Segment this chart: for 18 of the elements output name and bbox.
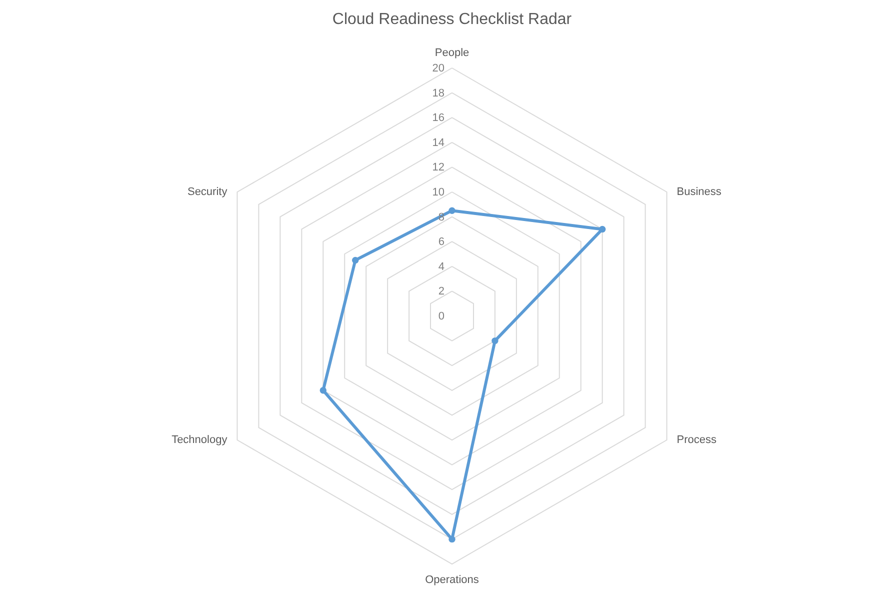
spoke-label: Technology (172, 434, 228, 446)
y-tick-label: 6 (438, 236, 444, 248)
y-tick-label: 0 (438, 310, 444, 322)
spoke-label: Operations (425, 574, 480, 586)
spoke-label: Process (676, 434, 718, 446)
spoke-label: People (434, 47, 470, 59)
y-tick-label: 10 (432, 186, 444, 198)
y-tick-label: 14 (432, 136, 444, 149)
y-tick-label: 16 (432, 112, 444, 124)
y-tick-label: 12 (432, 162, 444, 174)
chart-title: Cloud Readiness Checklist Radar (332, 11, 572, 28)
y-tick-label: 18 (432, 87, 444, 100)
y-tick-label: 8 (438, 211, 444, 224)
spoke-label: Business (676, 186, 722, 198)
spoke-label: Security (187, 186, 228, 198)
y-tick-label: 4 (438, 260, 444, 273)
y-tick-label: 20 (432, 62, 444, 74)
y-tick-label: 2 (438, 286, 444, 298)
